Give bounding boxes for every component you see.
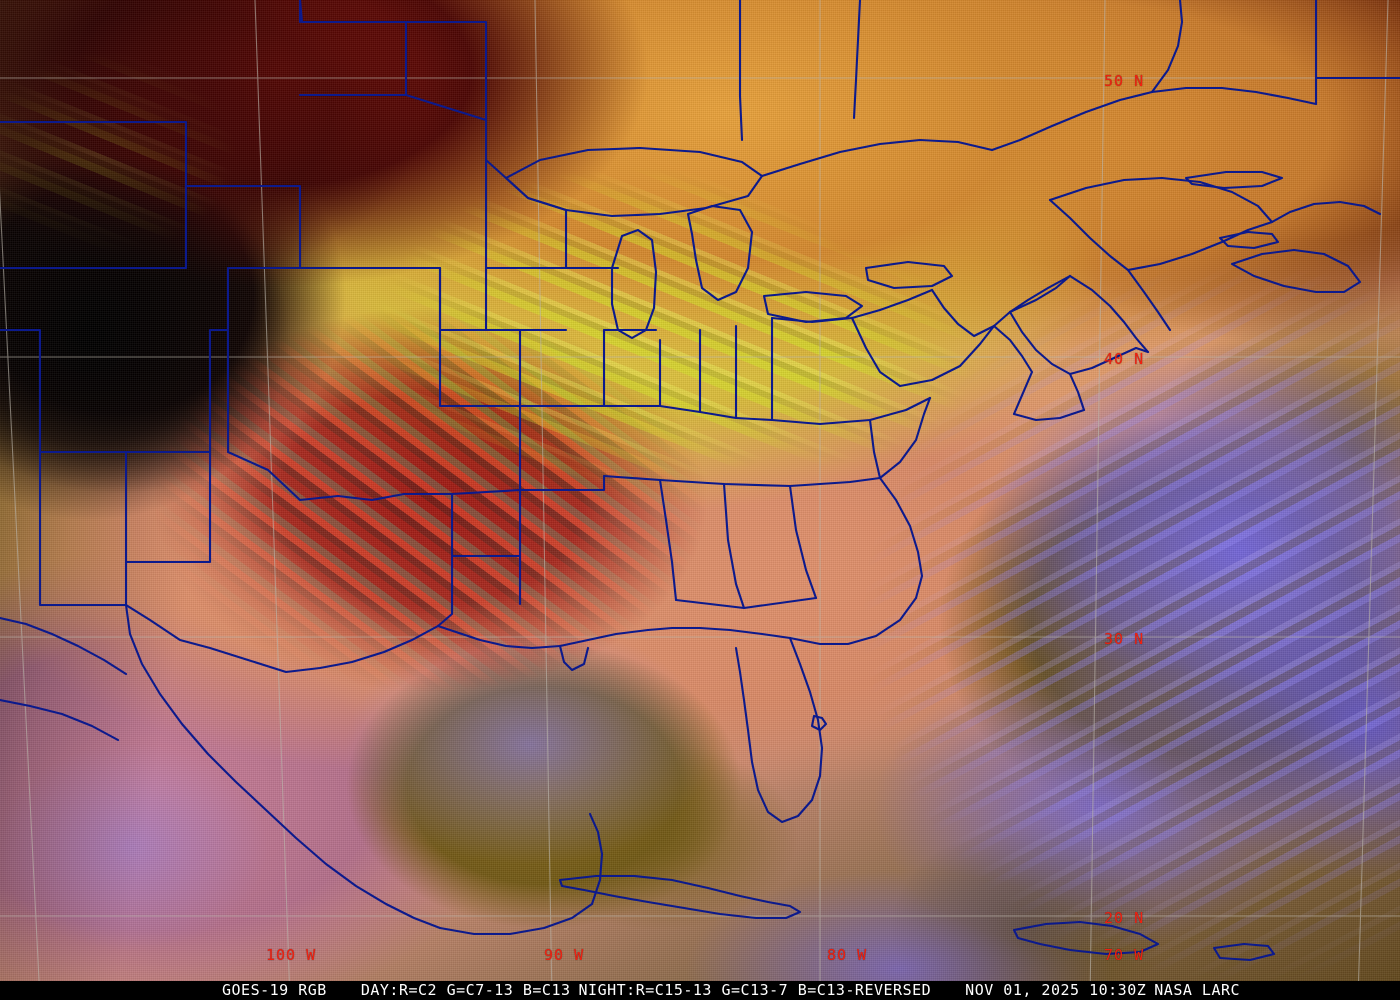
footer-timestamp: NOV 01, 2025 10:30Z bbox=[965, 981, 1147, 999]
lon-label-100w: 100 W bbox=[266, 946, 317, 964]
lat-label-20n: 20 N bbox=[1104, 909, 1145, 927]
image-annotation-bar: GOES-19 RGB DAY:R=C2 G=C7-13 B=C13 NIGHT:R… bbox=[0, 981, 1400, 1000]
footer-day-recipe: DAY:R=C2 G=C7-13 B=C13 bbox=[360, 981, 571, 999]
lon-label-70w: 70 W bbox=[1104, 946, 1145, 964]
lon-label-90w: 90 W bbox=[544, 946, 585, 964]
footer-night-recipe: NIGHT:R=C15-13 G=C13-7 B=C13-REVERSED bbox=[578, 981, 932, 999]
lat-label-30n: 30 N bbox=[1104, 630, 1145, 648]
lat-label-50n: 50 N bbox=[1104, 72, 1145, 90]
footer-source: NASA LARC bbox=[1154, 981, 1241, 999]
lon-label-80w: 80 W bbox=[827, 946, 868, 964]
footer-satellite-product: GOES-19 RGB bbox=[222, 981, 327, 999]
lat-label-40n: 40 N bbox=[1104, 350, 1145, 368]
